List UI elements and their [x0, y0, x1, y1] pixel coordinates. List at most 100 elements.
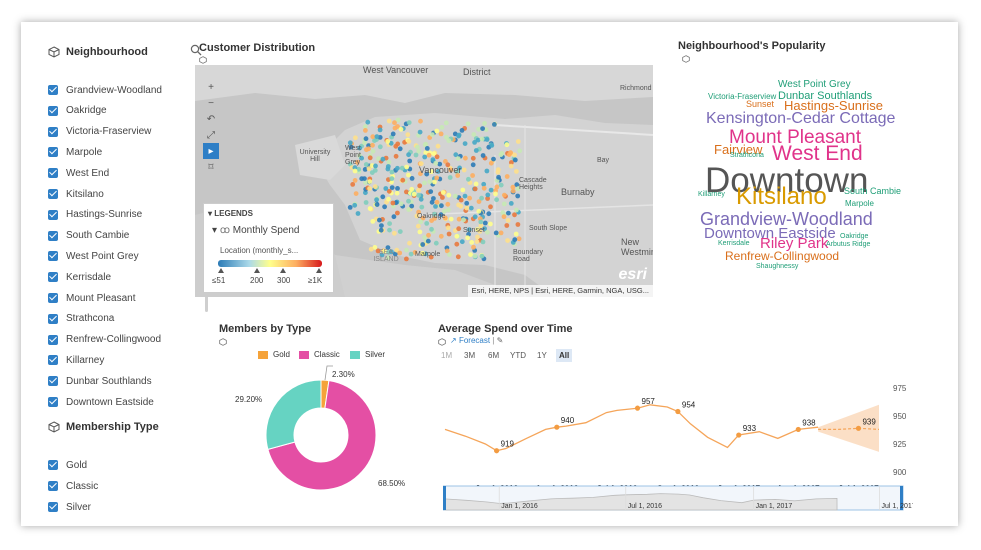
- customer-dot[interactable]: [479, 136, 485, 142]
- edit-icon[interactable]: ✎: [496, 336, 504, 345]
- membership-option[interactable]: Silver: [48, 499, 91, 515]
- customer-dot[interactable]: [366, 146, 371, 152]
- customer-dot[interactable]: [422, 142, 428, 148]
- customer-dot[interactable]: [404, 256, 409, 262]
- customer-dot[interactable]: [406, 120, 412, 125]
- customer-dot[interactable]: [390, 200, 396, 206]
- neighbourhood-option[interactable]: Victoria-Fraserview: [48, 124, 151, 140]
- customer-dot[interactable]: [446, 138, 452, 144]
- customer-dot[interactable]: [492, 122, 497, 127]
- customer-dot[interactable]: [479, 253, 485, 259]
- customer-dot[interactable]: [422, 235, 427, 240]
- donut-slice[interactable]: [265, 379, 322, 450]
- customer-dot[interactable]: [470, 155, 476, 161]
- customer-dot[interactable]: [505, 238, 510, 243]
- cloud-word[interactable]: Killarney: [698, 191, 725, 198]
- range-button[interactable]: 6M: [488, 351, 500, 360]
- customer-dot[interactable]: [459, 128, 465, 133]
- customer-dot[interactable]: [370, 219, 376, 224]
- customer-dot[interactable]: [473, 181, 479, 187]
- customer-dot[interactable]: [418, 196, 424, 202]
- customer-dot[interactable]: [433, 204, 438, 209]
- cloud-word[interactable]: Kerrisdale: [718, 240, 750, 247]
- customer-dot[interactable]: [495, 169, 501, 175]
- customer-dot[interactable]: [472, 186, 478, 192]
- checkbox[interactable]: [48, 209, 58, 220]
- customer-dot[interactable]: [417, 183, 423, 189]
- customer-dot[interactable]: [502, 192, 507, 198]
- customer-dot[interactable]: [429, 169, 434, 175]
- customer-dot[interactable]: [427, 179, 433, 185]
- checkbox[interactable]: [48, 313, 58, 324]
- customer-dot[interactable]: [406, 207, 411, 213]
- customer-dot[interactable]: [476, 126, 482, 132]
- checkbox[interactable]: [48, 355, 58, 366]
- checkbox[interactable]: [48, 147, 58, 158]
- customer-dot[interactable]: [513, 231, 519, 237]
- customer-dot[interactable]: [368, 246, 374, 252]
- customer-dot[interactable]: [417, 229, 423, 235]
- undo-icon[interactable]: ↶: [206, 113, 216, 125]
- customer-dot[interactable]: [399, 165, 405, 171]
- customer-dot[interactable]: [426, 232, 431, 238]
- customer-dot[interactable]: [486, 211, 492, 217]
- customer-dot[interactable]: [422, 180, 427, 186]
- customer-dot[interactable]: [466, 176, 471, 182]
- cloud-word[interactable]: Dunbar Southlands: [778, 90, 873, 102]
- customer-dot[interactable]: [395, 165, 400, 171]
- customer-dot[interactable]: [414, 213, 420, 219]
- customer-dot[interactable]: [397, 250, 403, 256]
- customer-dot[interactable]: [443, 159, 448, 164]
- customer-dot[interactable]: [350, 182, 356, 187]
- customer-dot[interactable]: [408, 251, 414, 257]
- customer-dot[interactable]: [379, 252, 385, 258]
- checkbox[interactable]: [48, 502, 58, 512]
- customer-dot[interactable]: [362, 176, 367, 181]
- checkbox[interactable]: [48, 460, 58, 470]
- customer-dot[interactable]: [445, 201, 451, 207]
- customer-dot[interactable]: [446, 207, 451, 213]
- customer-dot[interactable]: [464, 200, 470, 206]
- customer-dot[interactable]: [469, 240, 475, 245]
- cloud-word[interactable]: Strathcona: [730, 152, 764, 159]
- customer-dot[interactable]: [465, 121, 471, 127]
- customer-dot[interactable]: [387, 221, 392, 227]
- customer-dot[interactable]: [429, 218, 434, 224]
- customer-dot[interactable]: [429, 199, 435, 205]
- range-button[interactable]: 3M: [464, 351, 476, 360]
- customer-dot[interactable]: [433, 240, 439, 246]
- customer-dot[interactable]: [475, 234, 480, 240]
- customer-dot[interactable]: [482, 121, 487, 126]
- customer-dot[interactable]: [383, 186, 389, 191]
- customer-dot[interactable]: [482, 220, 488, 226]
- customer-dot[interactable]: [359, 155, 364, 161]
- customer-dot[interactable]: [447, 175, 453, 180]
- customer-dot[interactable]: [494, 184, 500, 190]
- customer-dot[interactable]: [386, 118, 392, 124]
- legend-item[interactable]: Gold: [258, 350, 290, 359]
- customer-dot[interactable]: [481, 181, 487, 187]
- range-navigator[interactable]: Jan 1, 2016 Jul 1, 2016 Jan 1, 2017 Jul 1, …: [443, 484, 913, 514]
- customer-dot[interactable]: [476, 208, 482, 214]
- customer-dot[interactable]: [363, 162, 369, 167]
- customer-dot[interactable]: [415, 144, 420, 150]
- customer-dot[interactable]: [395, 186, 400, 191]
- customer-dot[interactable]: [362, 167, 368, 172]
- customer-dot[interactable]: [395, 124, 400, 129]
- customer-dot[interactable]: [397, 229, 403, 235]
- customer-dot[interactable]: [433, 160, 439, 166]
- customer-dot[interactable]: [510, 188, 516, 194]
- customer-dot[interactable]: [488, 221, 493, 227]
- neighbourhood-option[interactable]: Kitsilano: [48, 186, 104, 202]
- checkbox[interactable]: [48, 105, 58, 116]
- customer-dot[interactable]: [455, 156, 461, 161]
- customer-dot[interactable]: [389, 176, 395, 181]
- customer-dot[interactable]: [374, 197, 379, 203]
- customer-dot[interactable]: [416, 148, 422, 154]
- customer-dot[interactable]: [367, 186, 372, 191]
- customer-dot[interactable]: [508, 163, 514, 169]
- cloud-word[interactable]: Renfrew-Collingwood: [725, 249, 840, 263]
- customer-dot[interactable]: [479, 195, 484, 201]
- customer-dot[interactable]: [423, 150, 429, 155]
- customer-dot[interactable]: [475, 137, 481, 143]
